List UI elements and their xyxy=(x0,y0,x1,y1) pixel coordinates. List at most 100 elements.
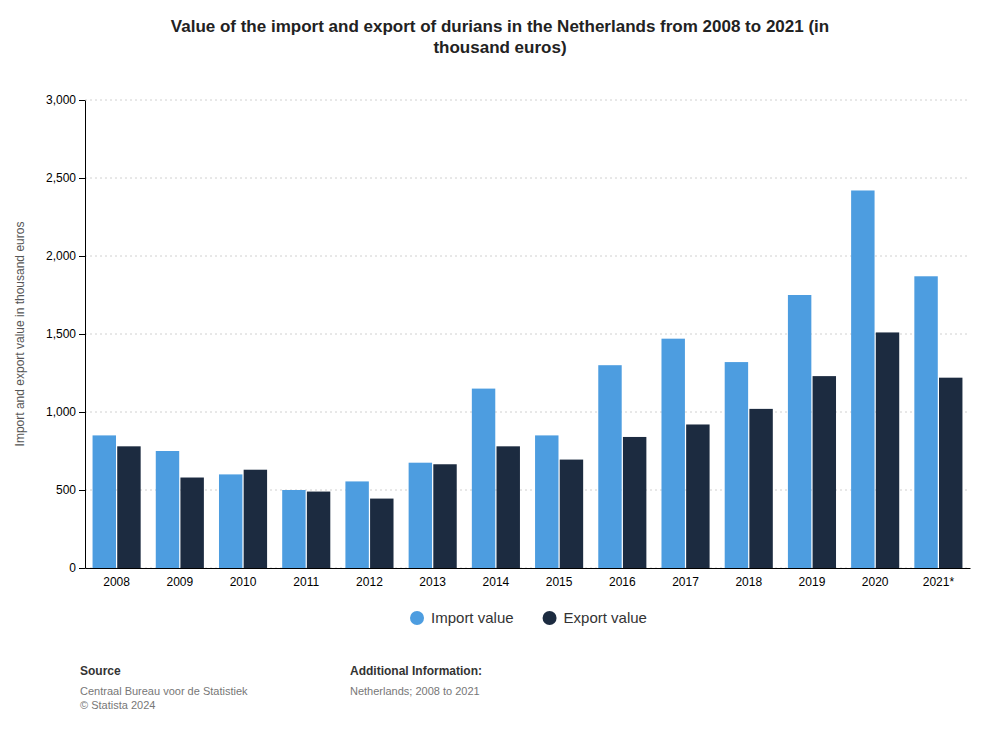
footer-line: © Statista 2024 xyxy=(80,699,155,711)
tick: 2021* xyxy=(923,575,955,589)
tick: 500 xyxy=(56,483,85,497)
bar xyxy=(914,276,937,568)
grid-line xyxy=(85,490,970,491)
bar xyxy=(244,470,267,568)
legend-item: Import value xyxy=(410,609,514,626)
title: Value of the import and export of durian… xyxy=(171,17,829,57)
tick-label: 2017 xyxy=(672,575,699,589)
tick: 2019 xyxy=(799,575,826,589)
tick: 2020 xyxy=(862,575,889,589)
tick-label: 2,000 xyxy=(46,249,76,263)
chart: Value of the import and export of durian… xyxy=(0,0,1000,743)
footer-text: Centraal Bureau voor de Statistiek © Stat… xyxy=(80,685,248,711)
legend: Import value Export value xyxy=(410,609,647,626)
tick: 1,500 xyxy=(46,327,85,341)
tick: 2012 xyxy=(356,575,383,589)
bar xyxy=(93,435,116,568)
tick: 3,000 xyxy=(46,93,85,107)
tick-label: 2015 xyxy=(546,575,573,589)
tick: 2008 xyxy=(103,575,130,589)
tick: 2015 xyxy=(546,575,573,589)
tick-label: 2020 xyxy=(862,575,889,589)
title-line: Value of the import and export of durian… xyxy=(171,17,829,36)
grid-line xyxy=(85,178,970,179)
bar xyxy=(156,451,179,568)
bar xyxy=(472,389,495,568)
bar xyxy=(686,424,709,568)
axis-title: Import and export value in thousand euro… xyxy=(13,222,27,447)
tick-label: 2010 xyxy=(230,575,257,589)
tick-label: 2,500 xyxy=(46,171,76,185)
tick-label: 2019 xyxy=(799,575,826,589)
tick-label: 2018 xyxy=(735,575,762,589)
axis-line xyxy=(86,568,971,569)
bar xyxy=(661,339,684,568)
bar xyxy=(851,190,874,568)
x-axis: 2008 2009 2010 2011 2012 2013 2014 2015 2016 2017… xyxy=(86,569,971,589)
axis-line xyxy=(85,101,86,569)
tick-mark xyxy=(79,256,85,257)
bar xyxy=(370,499,393,568)
bar xyxy=(409,463,432,568)
tick: 0 xyxy=(69,561,85,575)
bar xyxy=(497,446,520,568)
grid-line xyxy=(85,334,970,335)
legend-item: Export value xyxy=(543,609,647,626)
bar xyxy=(219,474,242,568)
bar xyxy=(560,460,583,568)
tick-label: 3,000 xyxy=(46,93,76,107)
bar xyxy=(623,437,646,568)
bar xyxy=(307,492,330,568)
bar xyxy=(749,409,772,568)
grid-line xyxy=(85,256,970,257)
tick-mark xyxy=(79,412,85,413)
bar-series xyxy=(93,190,938,568)
tick: 2,500 xyxy=(46,171,85,185)
footer-line: Centraal Bureau voor de Statistiek xyxy=(80,685,248,697)
tick-label: 500 xyxy=(56,483,76,497)
tick-label: 2014 xyxy=(483,575,510,589)
y-axis: 0 500 1,000 1,500 2,000 2,500 3,000 xyxy=(46,93,86,575)
tick: 2014 xyxy=(483,575,510,589)
tick: 2018 xyxy=(735,575,762,589)
bar xyxy=(725,362,748,568)
tick-mark xyxy=(79,178,85,179)
tick: 2017 xyxy=(672,575,699,589)
plot: 0 500 1,000 1,500 2,000 2,500 3,000 2008 2009 201… xyxy=(46,93,971,588)
tick: 2011 xyxy=(293,575,319,589)
tick-mark xyxy=(79,490,85,491)
tick-mark xyxy=(79,100,85,101)
grid-line xyxy=(85,412,970,413)
title-line: thousand euros) xyxy=(433,38,566,57)
tick: 2009 xyxy=(166,575,193,589)
legend-label: Export value xyxy=(564,609,647,626)
tick-label: 2009 xyxy=(166,575,193,589)
grid xyxy=(85,100,970,568)
tick: 2010 xyxy=(230,575,257,589)
tick-label: 0 xyxy=(69,561,76,575)
tick-label: 2021* xyxy=(923,575,955,589)
tick: 2013 xyxy=(419,575,446,589)
tick-mark xyxy=(79,568,85,569)
bar xyxy=(813,376,836,568)
bar xyxy=(180,478,203,568)
bar xyxy=(433,464,456,568)
grid-line xyxy=(85,100,970,101)
bar xyxy=(282,490,305,568)
bar xyxy=(598,365,621,568)
grid-line xyxy=(85,568,970,569)
bar xyxy=(788,295,811,568)
bar xyxy=(345,481,368,568)
tick-label: 1,000 xyxy=(46,405,76,419)
bars xyxy=(93,190,963,568)
bar xyxy=(117,446,140,568)
footer-label: Source xyxy=(80,664,121,678)
tick: 2,000 xyxy=(46,249,85,263)
bar xyxy=(939,378,962,568)
tick: 2016 xyxy=(609,575,636,589)
tick-mark xyxy=(79,334,85,335)
bar xyxy=(876,332,899,568)
legend-swatch xyxy=(410,611,424,625)
tick: 1,000 xyxy=(46,405,85,419)
tick-label: 2008 xyxy=(103,575,130,589)
